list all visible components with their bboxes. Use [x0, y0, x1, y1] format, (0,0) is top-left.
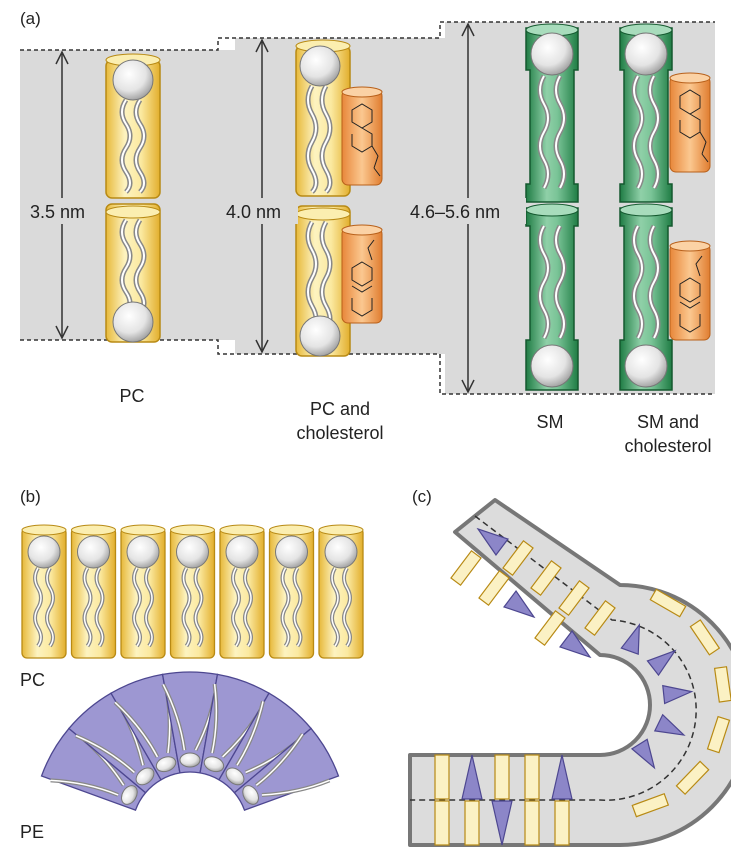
- lipid-cylinder: [502, 539, 534, 577]
- pc-cylinder-row: [21, 524, 364, 659]
- pc-cholesterol-pair: [295, 39, 383, 357]
- lipid-cylinder: [450, 549, 482, 587]
- membrane-top-boundary: [20, 21, 715, 51]
- pc-lipid-pair: [105, 53, 161, 343]
- lipid-cylinder: [524, 800, 540, 846]
- lipid-cylinder: [675, 760, 710, 796]
- pe-cone: [233, 727, 340, 811]
- label-pc-chol-2: cholesterol: [296, 423, 383, 443]
- lipid-cone: [461, 754, 483, 800]
- lipid-cylinder: [584, 599, 616, 637]
- lipid-cylinder: [558, 579, 590, 617]
- pe-cone: [110, 673, 181, 781]
- lipid-cylinder: [464, 800, 480, 846]
- panel-c-label: (c): [412, 487, 432, 506]
- lipid-cone: [630, 738, 656, 770]
- sm-cholesterol-pair: [619, 23, 711, 391]
- pc-cylinder: [268, 524, 315, 659]
- lipid-cylinder: [631, 793, 670, 818]
- lipid-cylinder: [530, 559, 562, 597]
- lipid-cylinder: [534, 609, 566, 647]
- lipid-cylinder: [689, 619, 721, 656]
- lipid-cone: [491, 800, 513, 846]
- label-sm-chol-2: cholesterol: [624, 436, 711, 456]
- curved-lipids: [434, 527, 731, 846]
- lipid-cylinder: [524, 754, 540, 800]
- lipid-cone: [662, 684, 694, 705]
- lipid-cone: [646, 649, 677, 677]
- pc-cylinder: [120, 524, 166, 659]
- lipid-cone: [620, 622, 641, 656]
- pc-cylinder: [219, 524, 265, 659]
- label-pc-b: PC: [20, 670, 45, 690]
- label-pe: PE: [20, 822, 44, 842]
- panel-b-label: (b): [20, 487, 41, 506]
- label-sm-chol-1: SM and: [637, 412, 699, 432]
- lipid-cone: [503, 589, 536, 619]
- lipid-cylinder: [478, 569, 510, 607]
- lipid-cylinder: [713, 666, 731, 703]
- lipid-cylinder: [434, 754, 450, 800]
- lipid-cone: [551, 754, 573, 800]
- lipid-cylinder: [649, 588, 687, 618]
- dim-label-pc-chol: 4.0 nm: [226, 202, 281, 222]
- lipid-cylinder: [554, 800, 570, 846]
- lipid-cone: [559, 629, 592, 659]
- pe-cone: [40, 727, 147, 811]
- midplane-dashed: [410, 515, 697, 801]
- dim-label-pc: 3.5 nm: [30, 202, 85, 222]
- label-sm: SM: [537, 412, 564, 432]
- lipid-cylinder: [434, 800, 450, 846]
- pc-cylinder: [70, 524, 117, 659]
- lipid-cylinder: [494, 754, 510, 800]
- pc-cylinder: [21, 524, 67, 659]
- pc-cylinder: [169, 524, 216, 659]
- label-pc-chol-1: PC and: [310, 399, 370, 419]
- pe-cone-fan: [40, 671, 340, 811]
- sm-lipid-pair: [525, 23, 579, 391]
- panel-a-label: (a): [20, 9, 41, 28]
- lipid-cone: [653, 713, 686, 736]
- lipid-cone: [476, 527, 509, 557]
- pc-cylinder: [318, 524, 364, 659]
- pe-cone: [161, 671, 219, 774]
- dim-label-sm: 4.6–5.6 nm: [410, 202, 500, 222]
- lipid-cylinder: [706, 715, 731, 754]
- label-pc: PC: [119, 386, 144, 406]
